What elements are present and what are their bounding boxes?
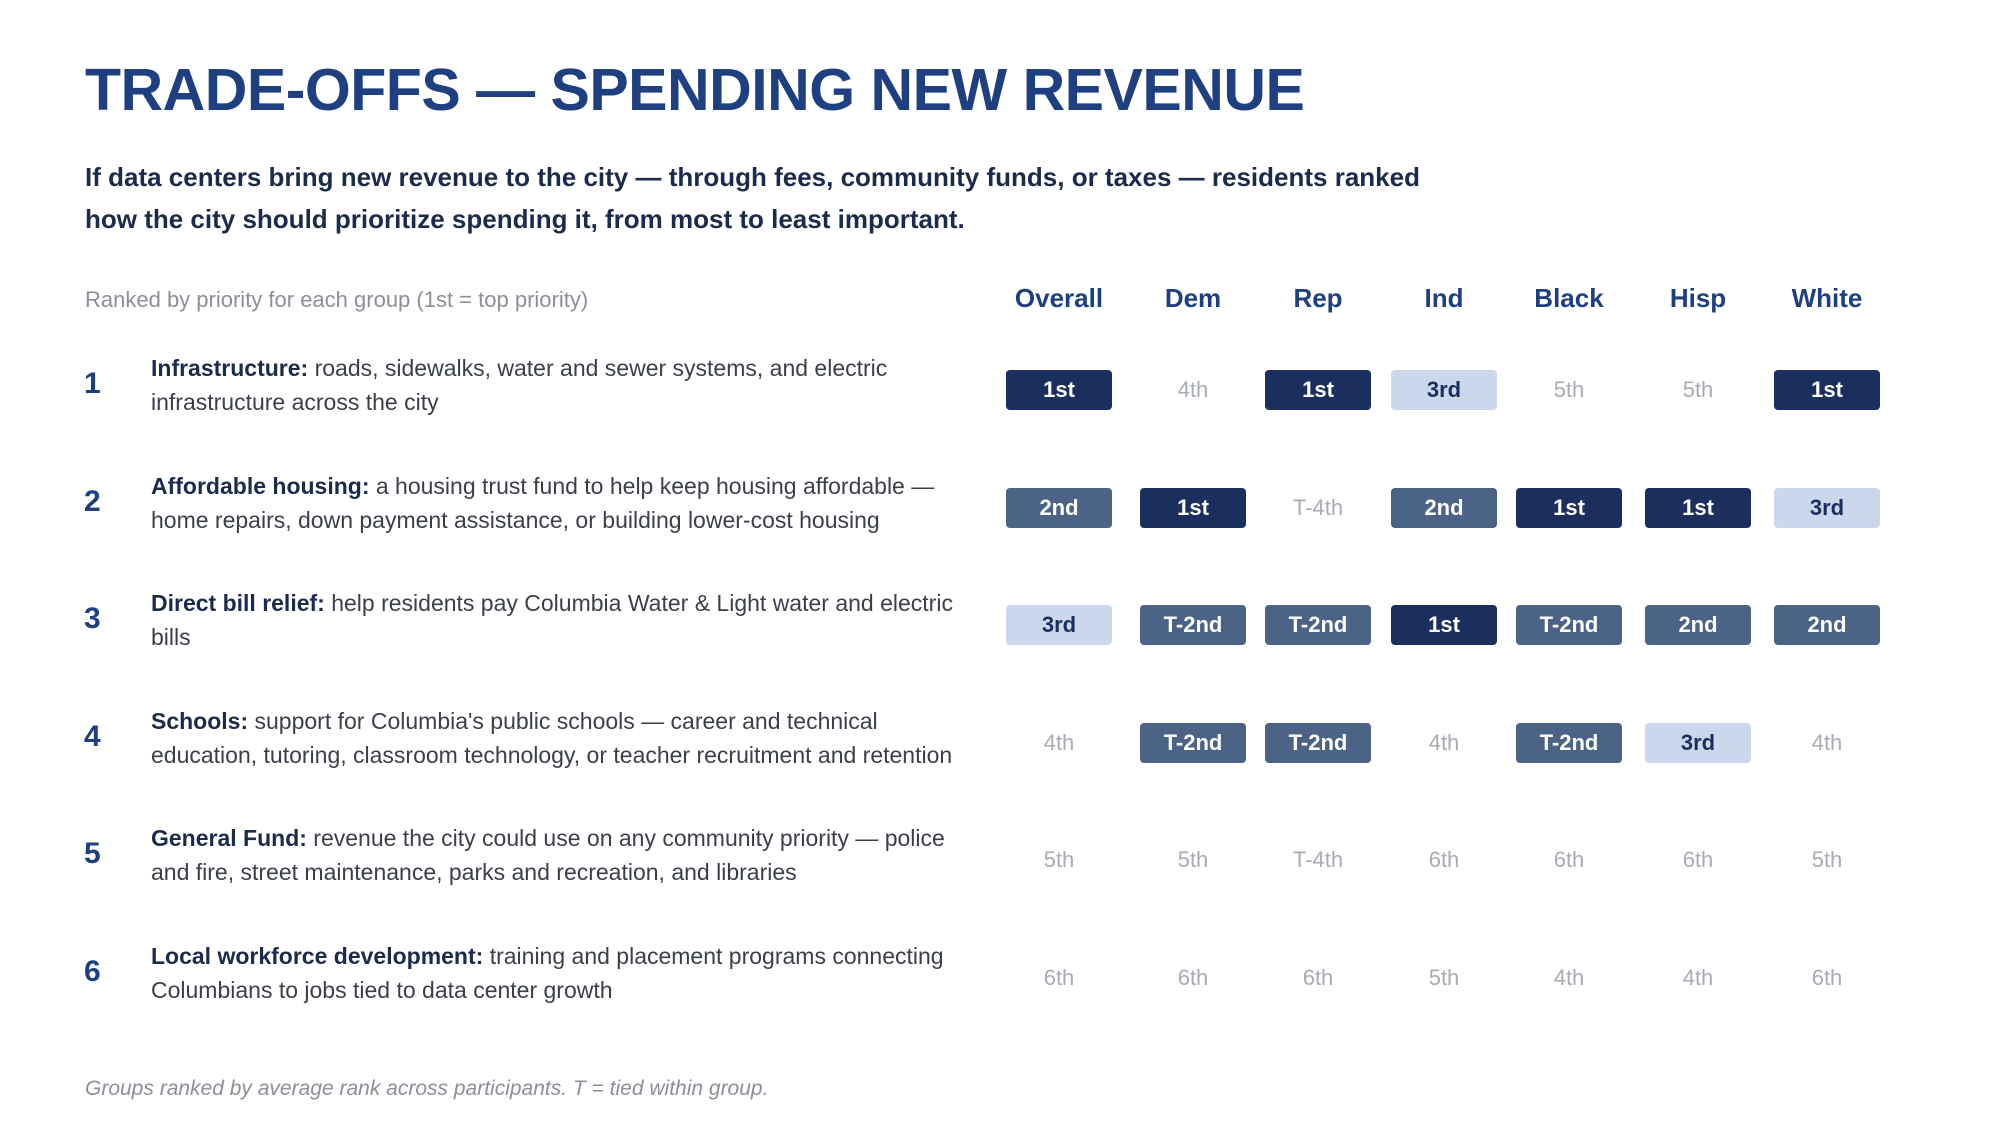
row-lead: Local workforce development:	[151, 942, 484, 969]
rank-cell-rep: T-2nd	[1265, 605, 1371, 645]
rank-cell-white: 3rd	[1774, 487, 1880, 528]
rank-cell-overall: 5th	[1043, 847, 1075, 872]
rank-cell-dem: T-2nd	[1140, 722, 1246, 763]
rank-cell-white: 4th	[1811, 729, 1843, 755]
column-header-black: Black	[1534, 283, 1604, 313]
rank-cell-hisp: 4th	[1682, 964, 1714, 990]
rank-cell-white: 2nd	[1774, 605, 1880, 645]
rank-cell-black: T-2nd	[1516, 722, 1622, 763]
rank-cell-black: T-2nd	[1516, 605, 1622, 645]
row-number: 5	[84, 837, 101, 870]
rank-cell-ind: 4th	[1428, 729, 1460, 755]
row-lead: Affordable housing:	[151, 472, 370, 499]
row-description: Local workforce development: training an…	[151, 939, 981, 1007]
rank-cell-overall: 1st	[1006, 370, 1112, 410]
rank-cell-dem: 4th	[1177, 377, 1209, 402]
row-lead: Schools:	[151, 707, 249, 734]
row-number: 1	[84, 367, 101, 400]
row-text: help residents pay Columbia Water & Ligh…	[151, 590, 953, 650]
rank-cell-rep: T-4th	[1292, 847, 1344, 872]
row-description: Infrastructure: roads, sidewalks, water …	[151, 351, 981, 419]
rank-cell-rep: 1st	[1265, 370, 1371, 410]
column-header-dem: Dem	[1164, 283, 1222, 313]
row-lead: General Fund:	[151, 825, 307, 851]
rank-cell-black: 4th	[1553, 964, 1585, 990]
rank-cell-ind: 5th	[1428, 964, 1460, 990]
rank-cell-ind: 6th	[1428, 847, 1460, 872]
rank-cell-hisp: 1st	[1645, 487, 1751, 528]
rank-cell-black: 1st	[1516, 487, 1622, 528]
column-header-rep: Rep	[1293, 283, 1343, 313]
rank-cell-rep: T-2nd	[1265, 722, 1371, 763]
rank-cell-overall: 3rd	[1006, 605, 1112, 645]
rank-cell-white: 5th	[1811, 847, 1843, 872]
rank-note: Ranked by priority for each group (1st =…	[85, 287, 589, 312]
rank-cell-black: 5th	[1553, 377, 1585, 402]
row-description: Schools: support for Columbia's public s…	[151, 704, 981, 772]
rank-cell-black: 6th	[1553, 847, 1585, 872]
rank-cell-overall: 4th	[1043, 729, 1075, 755]
row-text: roads, sidewalks, water and sewer system…	[151, 355, 888, 415]
row-description: Direct bill relief: help residents pay C…	[151, 586, 981, 654]
row-text: a housing trust fund to help keep housin…	[151, 472, 935, 533]
rank-cell-white: 1st	[1774, 370, 1880, 410]
row-number: 6	[84, 954, 101, 988]
rank-cell-rep: T-4th	[1292, 494, 1344, 520]
column-header-overall: Overall	[1014, 283, 1104, 313]
row-text: training and placement programs connecti…	[151, 942, 944, 1003]
footnote: Groups ranked by average rank across par…	[85, 1077, 769, 1100]
row-description: Affordable housing: a housing trust fund…	[151, 469, 981, 537]
rank-cell-dem: 5th	[1177, 847, 1209, 872]
rank-cell-ind: 1st	[1391, 605, 1497, 645]
row-text: revenue the city could use on any commun…	[151, 825, 945, 885]
rank-cell-overall: 2nd	[1006, 487, 1112, 528]
column-header-white: White	[1791, 283, 1863, 313]
column-header-hisp: Hisp	[1669, 283, 1727, 313]
page-title: TRADE-OFFS — SPENDING NEW REVENUE	[85, 57, 1305, 123]
rank-cell-ind: 3rd	[1391, 370, 1497, 410]
rank-cell-ind: 2nd	[1391, 487, 1497, 528]
page-subtitle: If data centers bring new revenue to the…	[85, 162, 1420, 234]
column-header-ind: Ind	[1424, 283, 1464, 313]
rank-cell-dem: 6th	[1177, 964, 1209, 990]
rank-cell-hisp: 6th	[1682, 847, 1714, 872]
row-description: General Fund: revenue the city could use…	[151, 821, 981, 889]
row-number: 4	[84, 719, 101, 753]
row-lead: Direct bill relief:	[151, 590, 325, 616]
rank-cell-white: 6th	[1811, 964, 1843, 990]
row-number: 3	[84, 602, 101, 635]
row-number: 2	[84, 484, 101, 518]
rank-cell-overall: 6th	[1043, 964, 1075, 990]
row-text: support for Columbia's public schools — …	[151, 707, 953, 768]
rank-cell-dem: 1st	[1140, 487, 1246, 528]
rank-cell-hisp: 3rd	[1645, 722, 1751, 763]
rank-cell-rep: 6th	[1302, 964, 1334, 990]
rank-cell-hisp: 2nd	[1645, 605, 1751, 645]
row-lead: Infrastructure:	[151, 355, 309, 381]
rank-cell-hisp: 5th	[1682, 377, 1714, 402]
rank-cell-dem: T-2nd	[1140, 605, 1246, 645]
